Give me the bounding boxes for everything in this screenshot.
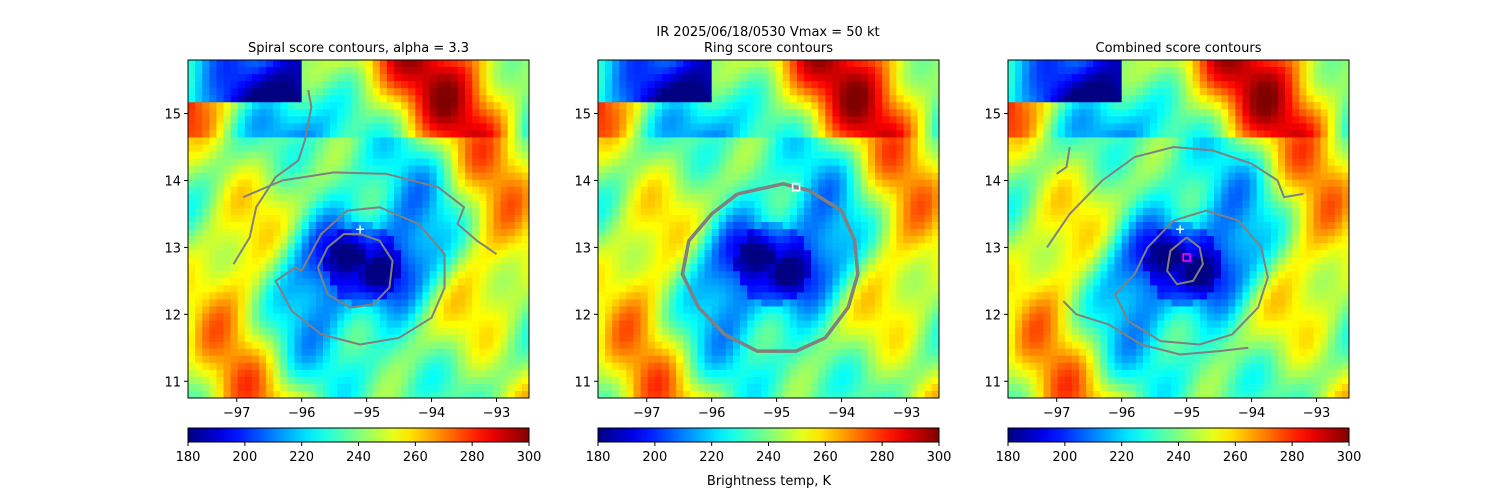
y-tick-label: 13 (984, 241, 1001, 256)
x-tick-label: −96 (288, 406, 315, 421)
figure-suptitle: IR 2025/06/18/0530 Vmax = 50 kt (656, 25, 879, 40)
y-tick-label: 14 (164, 174, 181, 189)
x-tick-label: −97 (1043, 406, 1070, 421)
contour-ring-region (680, 182, 860, 353)
colorbar-tick-label: 280 (1280, 450, 1305, 465)
contour-inner (1166, 236, 1204, 286)
x-tick-label: −94 (1238, 406, 1265, 421)
colorbar-label: Brightness temp, K (707, 474, 832, 489)
y-tick-label: 14 (574, 174, 591, 189)
x-tick-label: −96 (1108, 406, 1135, 421)
ir-heatmap (598, 60, 939, 398)
contour-outer (242, 171, 498, 255)
contour-middle (274, 206, 446, 346)
colorbar-tick-label: 260 (1223, 450, 1248, 465)
panel-2: Ring score contours −97 −96 −95 −94 −93 11 12 13… (574, 41, 951, 465)
contour-lines (680, 182, 860, 353)
y-tick-label: 12 (574, 308, 591, 323)
x-tick-label: −93 (1303, 406, 1330, 421)
colorbar-tick-label: 220 (1109, 450, 1134, 465)
center-square-marker (1182, 253, 1191, 262)
panel-title: Spiral score contours, alpha = 3.3 (248, 41, 469, 56)
panel-1: Spiral score contours, alpha = 3.3 −97 −96… (164, 41, 541, 465)
center-square-marker (791, 182, 801, 192)
colorbar-tick-label: 180 (176, 450, 201, 465)
x-tick-label: −93 (893, 406, 920, 421)
contour-middle (1114, 209, 1269, 346)
y-tick-label: 15 (574, 108, 591, 123)
contour-outer-arm (232, 89, 313, 265)
x-tick-label: −93 (483, 406, 510, 421)
ir-heatmap (188, 60, 529, 398)
y-tick-label: 12 (984, 308, 1001, 323)
panel-3: Combined score contours −97 −96 −95 −94 −93 11… (984, 41, 1361, 465)
colorbar (597, 427, 940, 443)
x-tick-label: −94 (828, 406, 855, 421)
axes-frame (187, 59, 530, 399)
x-tick-label: −96 (698, 406, 725, 421)
colorbar-tick-label: 220 (289, 450, 314, 465)
contour-inner (316, 233, 394, 309)
colorbar-tick-label: 200 (1052, 450, 1077, 465)
colorbar-tick-label: 300 (1337, 450, 1362, 465)
panel-title: Combined score contours (1096, 41, 1262, 56)
center-plus-marker (356, 225, 365, 234)
colorbar-tick-label: 220 (699, 450, 724, 465)
x-tick-label: −95 (353, 406, 380, 421)
x-tick-label: −95 (763, 406, 790, 421)
axes-frame (1007, 59, 1350, 399)
colorbar-tick-label: 240 (1166, 450, 1191, 465)
x-tick-label: −94 (418, 406, 445, 421)
x-tick-label: −97 (633, 406, 660, 421)
ir-heatmap (1008, 60, 1349, 398)
y-tick-label: 12 (164, 308, 181, 323)
colorbar (187, 427, 530, 443)
colorbar-tick-label: 240 (346, 450, 371, 465)
y-tick-label: 15 (984, 108, 1001, 123)
contour-outer (1046, 146, 1304, 248)
panel-title: Ring score contours (704, 41, 833, 56)
x-tick-label: −97 (223, 406, 250, 421)
colorbar-tick-label: 300 (517, 450, 542, 465)
y-tick-label: 11 (574, 375, 591, 390)
y-tick-label: 13 (574, 241, 591, 256)
axes-frame (597, 59, 940, 399)
colorbar-tick-label: 300 (927, 450, 952, 465)
contour-lines (232, 89, 498, 346)
colorbar-tick-label: 180 (586, 450, 611, 465)
colorbar-tick-label: 200 (232, 450, 257, 465)
panels: Spiral score contours, alpha = 3.3 −97 −96… (164, 41, 1361, 465)
y-tick-label: 14 (984, 174, 1001, 189)
y-tick-label: 11 (164, 375, 181, 390)
colorbar-tick-label: 280 (460, 450, 485, 465)
colorbar-tick-label: 240 (756, 450, 781, 465)
colorbar-tick-label: 180 (996, 450, 1021, 465)
contour-lines (1046, 146, 1304, 356)
y-tick-label: 13 (164, 241, 181, 256)
contour-middle-arm (1062, 300, 1249, 356)
colorbar-tick-label: 260 (403, 450, 428, 465)
colorbar-tick-label: 200 (642, 450, 667, 465)
contour-outer-arm (1056, 146, 1071, 175)
center-plus-marker (1176, 225, 1185, 234)
colorbar-tick-label: 280 (870, 450, 895, 465)
y-tick-label: 11 (984, 375, 1001, 390)
y-tick-label: 15 (164, 108, 181, 123)
x-tick-label: −95 (1173, 406, 1200, 421)
colorbar-tick-label: 260 (813, 450, 838, 465)
colorbar (1007, 427, 1350, 443)
